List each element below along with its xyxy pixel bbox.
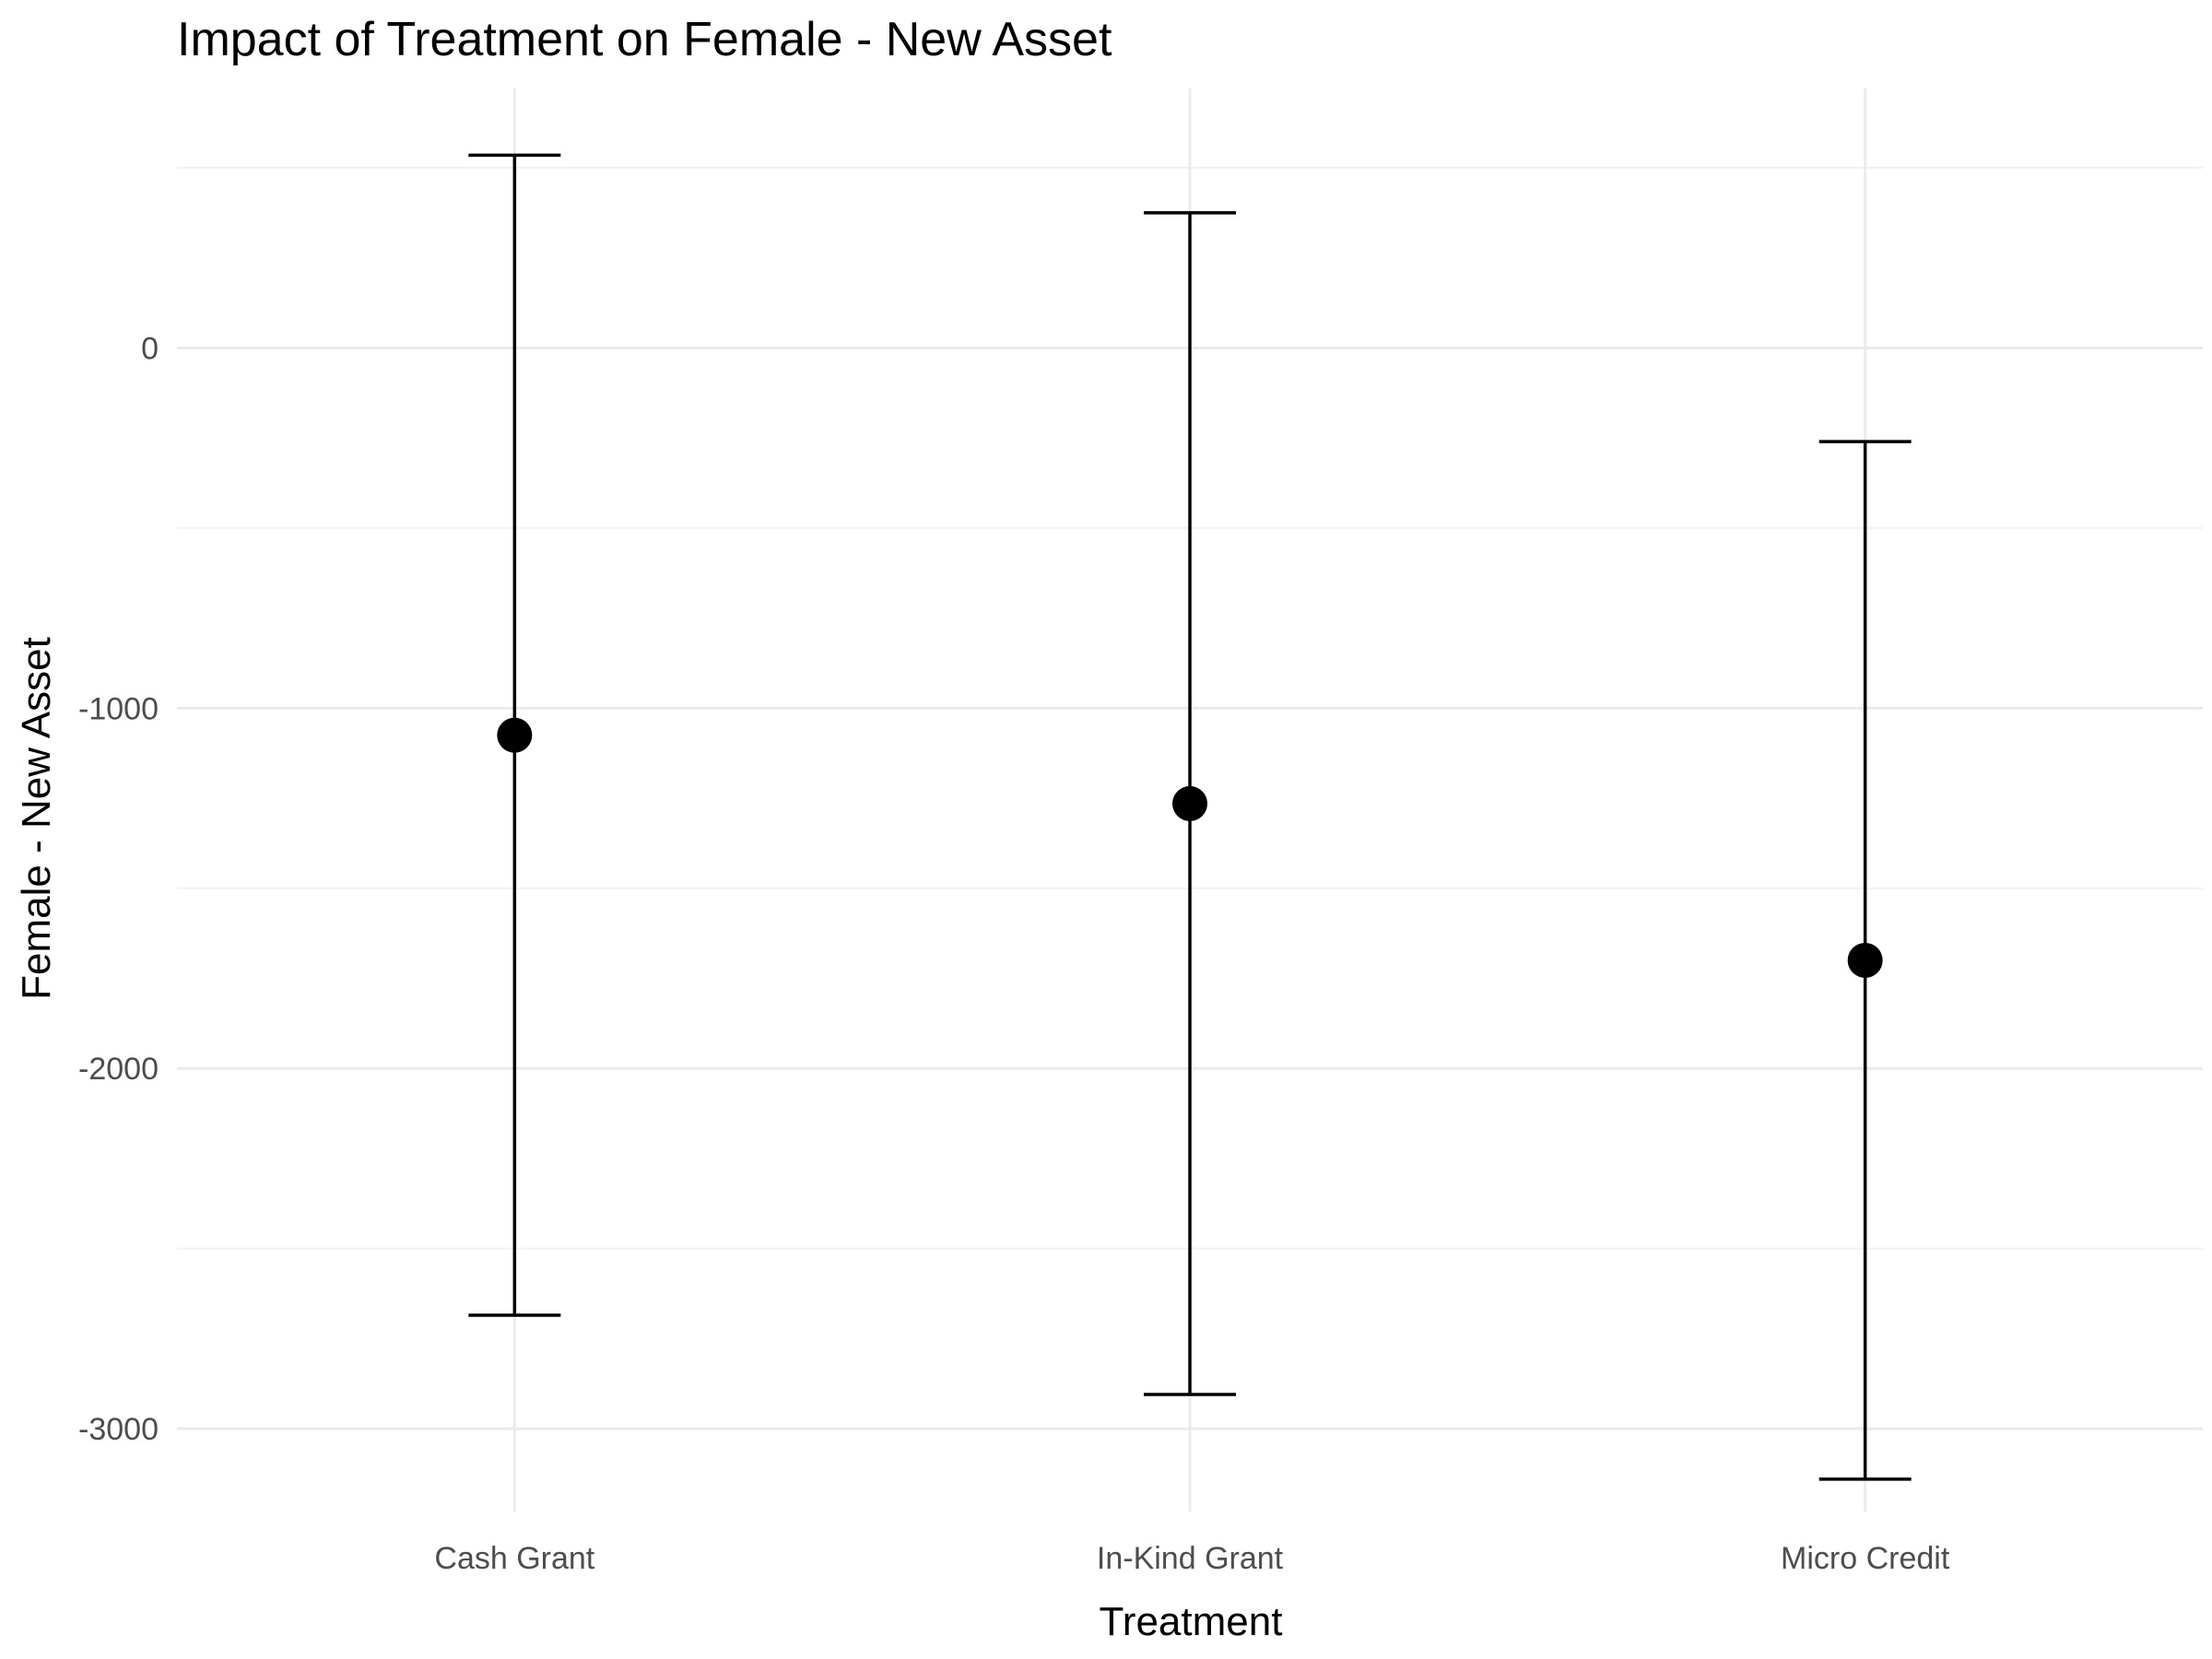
- estimate-points: [497, 717, 1883, 978]
- x-tick-label: Cash Grant: [434, 1541, 594, 1576]
- y-axis-title: Female - New Asset: [14, 637, 59, 1000]
- chart-title: Impact of Treatment on Female - New Asse…: [177, 13, 1112, 66]
- y-tick-label: -2000: [78, 1052, 159, 1087]
- estimate-point: [497, 717, 533, 753]
- y-tick-label: -1000: [78, 691, 159, 726]
- estimate-point: [1847, 942, 1883, 978]
- x-axis-tick-labels: Cash Grant In-Kind Grant Micro Credit: [434, 1541, 1949, 1576]
- estimate-point: [1172, 785, 1207, 821]
- y-tick-label: -3000: [78, 1412, 159, 1447]
- y-axis-tick-labels: 0 -1000 -2000 -3000: [78, 331, 159, 1447]
- x-tick-label: Micro Credit: [1781, 1541, 1950, 1576]
- x-axis-title: Treatment: [1100, 1599, 1283, 1644]
- x-tick-label: In-Kind Grant: [1097, 1541, 1284, 1576]
- y-tick-label: 0: [141, 331, 159, 366]
